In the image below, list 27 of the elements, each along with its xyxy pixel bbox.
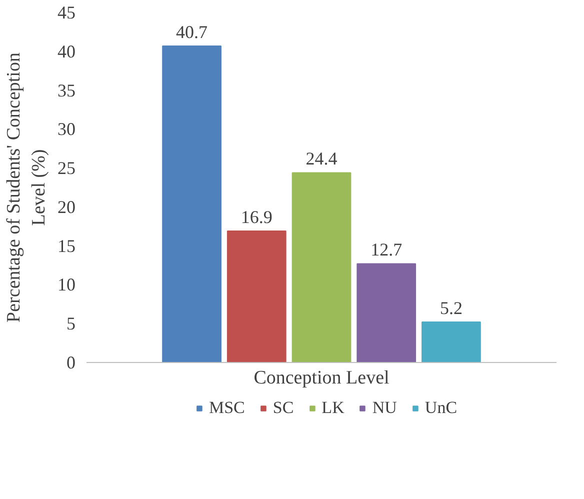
y-tick-label: 20: [58, 196, 76, 217]
data-label: 24.4: [306, 148, 338, 169]
bar: [292, 172, 352, 362]
legend-label: SC: [272, 398, 294, 418]
bar: [162, 45, 222, 362]
legend-label: LK: [322, 398, 344, 418]
y-tick-label: 45: [58, 2, 76, 22]
legend-label: MSC: [208, 398, 245, 418]
y-axis-title: Percentage of Students' Conception Level (%): [3, 52, 50, 322]
bar: [226, 230, 286, 362]
x-axis-title: Conception Level: [254, 368, 390, 388]
y-tick-label: 40: [58, 41, 76, 62]
y-tick-label: 25: [58, 158, 76, 178]
y-tick-label: 30: [58, 119, 76, 140]
legend-label: NU: [372, 398, 397, 418]
data-label: 16.9: [240, 207, 272, 228]
data-label: 12.7: [370, 240, 402, 260]
y-tick-label: 35: [58, 80, 76, 100]
y-tick-label: 15: [58, 236, 76, 256]
y-tick-label: 5: [66, 314, 76, 334]
bar: [422, 322, 481, 362]
y-tick-label: 0: [66, 352, 76, 372]
bar: [356, 263, 416, 362]
data-label: 5.2: [440, 298, 462, 318]
legend-label: UnC: [424, 398, 458, 418]
data-label: 40.7: [176, 22, 208, 42]
y-tick-label: 10: [58, 274, 76, 295]
